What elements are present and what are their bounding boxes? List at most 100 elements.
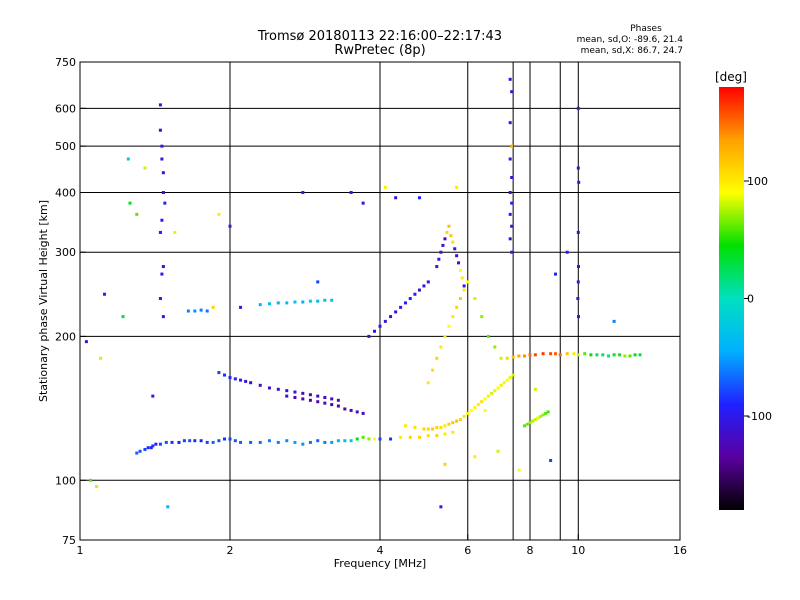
y-tick-label-1: 100 <box>55 474 76 487</box>
data-points <box>84 77 642 509</box>
data-point-0-29 <box>308 440 312 444</box>
y-tick-label-4: 400 <box>55 186 76 199</box>
data-point-11-8 <box>508 212 512 216</box>
y-axis-label: Stationary phase Virtual Height [km] <box>37 200 50 402</box>
data-point-5-23 <box>638 353 642 357</box>
data-point-5-10 <box>565 352 569 356</box>
data-point-5-11 <box>572 352 576 356</box>
chart-subtitle: RwPretec (8p) <box>334 43 425 58</box>
data-point-11-2 <box>508 121 512 125</box>
data-point-5-16 <box>601 353 605 357</box>
data-point-13-7 <box>143 166 147 170</box>
data-point-0-20 <box>233 439 237 443</box>
data-point-13-2 <box>99 356 103 360</box>
data-point-12-0 <box>576 106 580 110</box>
data-point-11-4 <box>508 157 512 161</box>
data-point-0-15 <box>205 440 209 444</box>
data-point-10-2 <box>160 144 164 148</box>
data-point-0-11 <box>182 439 186 443</box>
data-point-0-42 <box>399 435 403 439</box>
data-point-0-24 <box>267 439 271 443</box>
data-point-2-3 <box>308 398 312 402</box>
data-point-4-7 <box>443 424 447 428</box>
data-point-0-35 <box>349 439 353 443</box>
data-point-8-13 <box>486 334 490 338</box>
data-point-0-0 <box>135 451 139 455</box>
data-point-4-0 <box>403 424 407 428</box>
data-point-8-3 <box>439 345 443 349</box>
data-point-0-27 <box>293 440 297 444</box>
data-point-1-0 <box>217 371 221 375</box>
data-point-8-6 <box>451 315 455 319</box>
data-point-3-3 <box>205 309 209 313</box>
data-point-11-0 <box>508 77 512 81</box>
data-point-4-14 <box>469 408 473 412</box>
colorbar-tick-label-2: -100 <box>747 410 772 423</box>
data-point-12-2 <box>577 180 581 184</box>
data-point-0-7 <box>158 442 162 446</box>
data-point-0-26 <box>285 439 289 443</box>
data-point-3-11 <box>316 299 320 303</box>
data-point-3-2 <box>199 308 203 312</box>
data-point-13-12 <box>349 190 353 194</box>
data-point-0-12 <box>188 439 192 443</box>
data-point-11-1 <box>510 90 514 94</box>
data-point-10-5 <box>161 190 165 194</box>
data-point-13-21 <box>553 272 557 276</box>
data-point-13-3 <box>121 315 125 319</box>
data-point-2-2 <box>301 397 305 401</box>
data-point-3-13 <box>330 298 334 302</box>
data-point-5-21 <box>628 354 632 358</box>
x-tick-label-4: 8 <box>527 544 534 557</box>
phase-stats-x: mean, sd,X: 86.7, 24.7 <box>581 46 683 56</box>
data-point-5-2 <box>517 354 521 358</box>
data-point-1-4 <box>239 378 243 382</box>
data-point-1-15 <box>323 395 327 399</box>
data-point-5-22 <box>633 353 637 357</box>
y-tick-label-7: 750 <box>55 56 76 69</box>
data-point-4-9 <box>451 421 455 425</box>
data-point-10-4 <box>161 171 165 175</box>
colorbar-ticks: 100 0 -100 <box>744 175 772 423</box>
data-point-11-6 <box>508 190 512 194</box>
data-point-4-16 <box>476 403 480 407</box>
data-point-0-36 <box>355 437 359 441</box>
data-point-0-34 <box>343 439 347 443</box>
data-point-4-17 <box>480 400 484 404</box>
data-point-13-33 <box>361 201 365 205</box>
data-point-0-1 <box>138 449 142 453</box>
data-point-5-6 <box>541 352 545 356</box>
data-point-1-5 <box>244 379 248 383</box>
data-point-0-18 <box>223 437 227 441</box>
x-tick-label-1: 2 <box>227 544 234 557</box>
data-point-8-12 <box>480 315 484 319</box>
data-point-5-5 <box>533 353 537 357</box>
data-point-0-2 <box>143 447 147 451</box>
data-point-2-10 <box>355 410 359 414</box>
data-point-10-11 <box>158 297 162 301</box>
data-point-13-27 <box>483 408 487 412</box>
data-point-4-4 <box>431 427 435 431</box>
data-point-7-11 <box>422 284 426 288</box>
data-point-0-13 <box>193 439 197 443</box>
data-point-10-8 <box>158 230 162 234</box>
data-point-3-9 <box>301 300 305 304</box>
data-point-0-5 <box>151 444 155 448</box>
data-point-13-25 <box>211 305 215 309</box>
data-point-0-45 <box>426 434 430 438</box>
data-point-1-13 <box>308 393 312 397</box>
data-point-4-13 <box>466 411 470 415</box>
x-tick-label-3: 6 <box>464 544 471 557</box>
data-point-10-10 <box>160 272 164 276</box>
data-point-3-12 <box>323 298 327 302</box>
data-point-13-32 <box>316 280 320 284</box>
data-point-0-32 <box>330 440 334 444</box>
data-point-13-17 <box>473 455 477 459</box>
data-point-13-22 <box>612 319 616 323</box>
data-point-13-35 <box>455 185 459 189</box>
data-point-11-10 <box>508 237 512 241</box>
data-point-2-11 <box>361 411 365 415</box>
data-point-0-38 <box>367 437 371 441</box>
data-point-3-6 <box>276 301 280 305</box>
data-point-3-1 <box>193 309 197 313</box>
